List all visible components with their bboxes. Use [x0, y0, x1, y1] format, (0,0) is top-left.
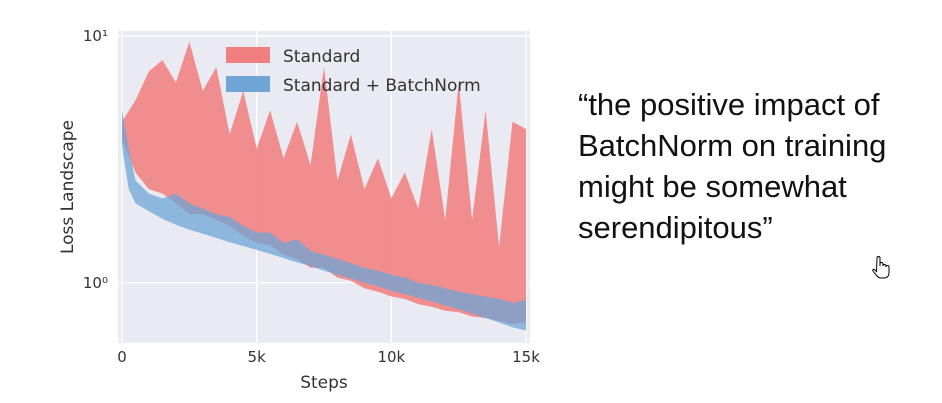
- legend-swatch-standard: [226, 47, 270, 63]
- x-tick-label: 10k: [377, 348, 405, 366]
- y-axis-label: Loss Landscape: [58, 120, 78, 254]
- quote-line: might be somewhat: [578, 169, 847, 204]
- series-areas: [122, 41, 526, 331]
- series-area-batchnorm: [122, 110, 526, 331]
- x-tick-label: 0: [117, 348, 127, 366]
- legend-swatch-batchnorm: [226, 76, 270, 92]
- series-area-standard: [122, 41, 526, 325]
- legend-label-standard: Standard: [283, 47, 360, 67]
- tick-labels: 0 5k 10k 15k 10⁰ 10¹: [83, 27, 540, 366]
- quote-line: BatchNorm on training: [578, 128, 887, 163]
- y-tick-label: 10¹: [83, 27, 108, 45]
- quote-line: “the positive impact of: [578, 87, 880, 122]
- x-tick-label: 15k: [512, 348, 540, 366]
- legend-label-batchnorm: Standard + BatchNorm: [283, 76, 481, 96]
- x-axis-label: Steps: [300, 373, 348, 393]
- quote-text: “the positive impact of BatchNorm on tra…: [578, 84, 938, 248]
- loss-landscape-chart: 0 5k 10k 15k 10⁰ 10¹ Steps Loss Landscape Sta…: [58, 27, 540, 393]
- y-tick-label: 10⁰: [83, 274, 108, 292]
- legend: Standard Standard + BatchNorm: [226, 47, 481, 96]
- x-tick-label: 5k: [248, 348, 267, 366]
- hand-pointer-icon: [872, 256, 890, 279]
- quote-line: serendipitous”: [578, 210, 773, 245]
